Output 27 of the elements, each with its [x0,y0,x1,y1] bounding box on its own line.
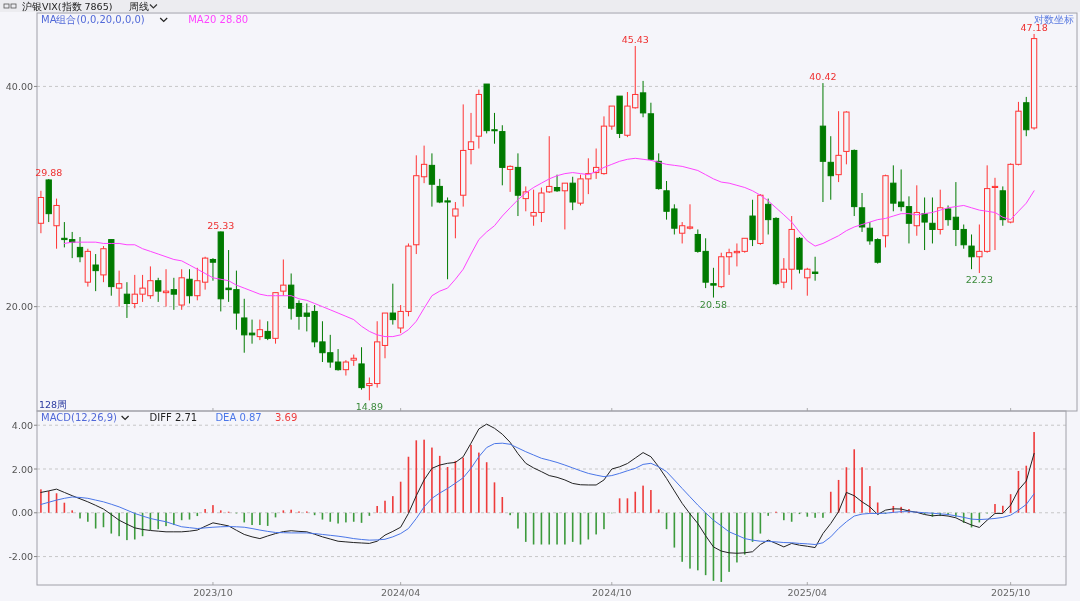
y-tick-label: 4.00 [11,419,33,431]
annotation: 128周 [39,399,68,410]
chart-title: 沪银VIX(指数 7865) [22,0,113,12]
y-tick-label: 0.00 [11,507,33,519]
text: DEA 0.87 [215,412,262,423]
annotation: 45.43 [621,33,649,45]
annotation: 29.88 [35,167,63,179]
y-tick-label: 40.00 [5,80,33,92]
y-tick-label: 2.00 [11,463,33,475]
annotation: 22.23 [965,274,993,286]
annotation: 40.42 [809,71,837,83]
annotation: 20.58 [699,298,728,310]
text: 3.69 [275,412,298,423]
x-tick-label: 2023/10 [193,587,233,598]
x-tick-label: 2024/04 [380,587,421,598]
x-tick-label: 2025/10 [990,587,1031,598]
text: MA20 28.80 [188,14,249,25]
legend-title: MA组合(0,0,20,0,0,0) [41,14,145,25]
annotation: 25.33 [207,219,235,231]
y-tick-label: -2.00 [8,551,33,563]
chart-subtitle: 周线 [128,0,149,12]
legend-label: DIFF 2.71 [149,412,198,423]
x-tick-label: 2024/10 [592,587,632,598]
legend-title: MACD(12,26,9) [41,412,118,423]
y-tick-label: 20.00 [5,301,33,313]
annotation: 14.89 [355,401,383,413]
x-tick-label: 2025/04 [787,587,828,598]
